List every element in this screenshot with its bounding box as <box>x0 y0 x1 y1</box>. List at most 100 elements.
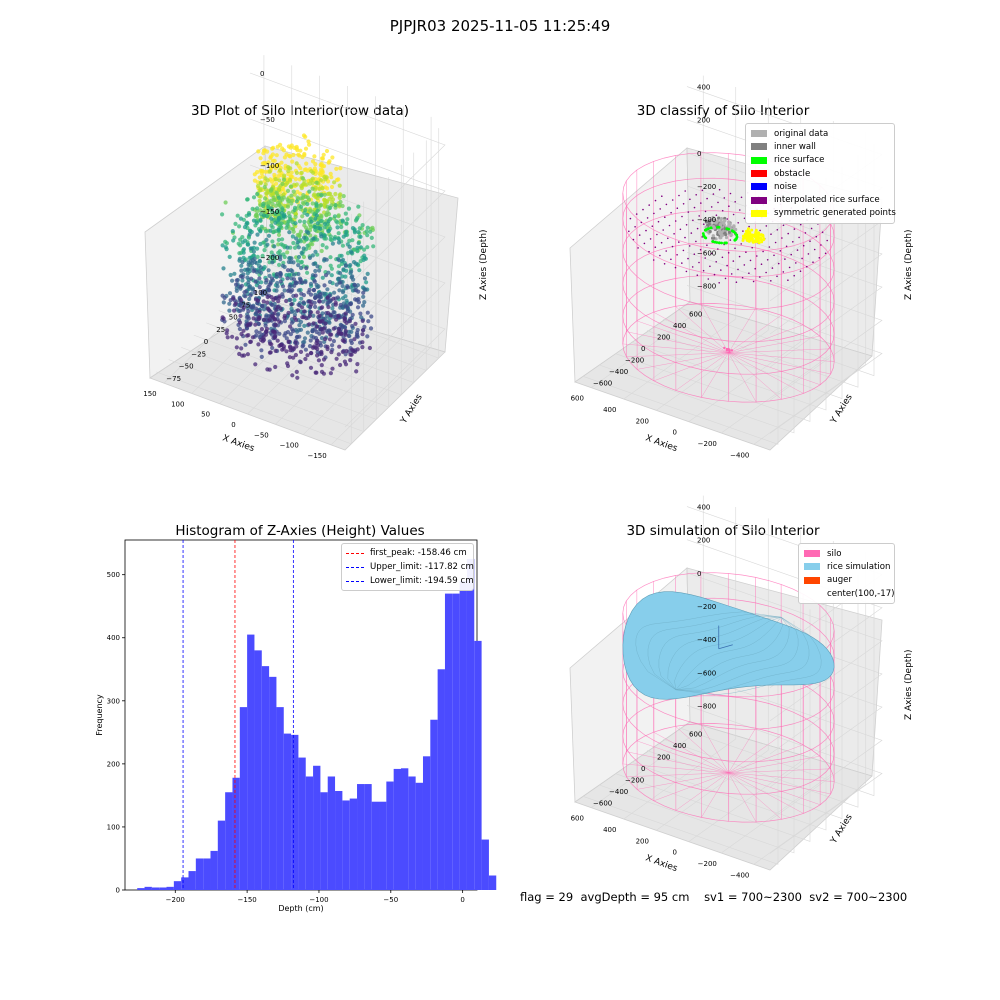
data-point <box>264 237 269 242</box>
interpolated-point <box>723 197 726 199</box>
interpolated-point <box>682 203 685 205</box>
data-point <box>275 208 281 213</box>
gridline <box>721 541 834 854</box>
histogram-bar <box>474 640 482 890</box>
interpolated-point <box>798 236 800 239</box>
interpolated-point <box>660 241 663 244</box>
data-point <box>304 266 309 271</box>
data-point <box>251 316 256 321</box>
data-point <box>273 220 278 225</box>
data-point <box>334 177 340 183</box>
rice-surface-point <box>717 225 721 229</box>
histogram-bar <box>239 707 248 890</box>
data-point <box>302 336 308 341</box>
data-point <box>337 183 342 188</box>
data-point <box>299 204 304 209</box>
interpolated-point <box>653 212 655 215</box>
data-point <box>294 199 299 204</box>
data-point <box>334 282 339 287</box>
data-point <box>280 284 286 289</box>
x-tick-label: 50 <box>201 411 210 419</box>
data-point <box>278 279 283 284</box>
legend-entry: Lower_limit: -194.59 cm <box>346 574 474 588</box>
original-point <box>712 225 716 229</box>
y-tick-label: 0 <box>641 345 645 353</box>
data-point <box>272 330 277 335</box>
data-point <box>271 253 276 258</box>
data-point <box>339 331 344 336</box>
histogram-bar <box>195 858 204 890</box>
gridline <box>275 96 376 425</box>
data-point <box>355 305 361 310</box>
data-point <box>334 356 339 361</box>
data-point <box>350 312 355 317</box>
original-point <box>720 233 724 237</box>
data-point <box>322 221 328 226</box>
data-point <box>264 278 269 283</box>
data-point <box>255 246 260 251</box>
legend-entry: symmetric generated points <box>751 207 896 220</box>
data-point <box>288 324 293 329</box>
data-point <box>245 197 250 202</box>
silo-floor-spoke <box>675 726 729 773</box>
data-point <box>239 268 244 273</box>
interpolated-point <box>787 232 789 235</box>
data-point <box>320 311 325 316</box>
data-point <box>243 294 248 299</box>
data-point <box>261 307 267 312</box>
y-tick-label: −400 <box>609 788 628 796</box>
data-point <box>324 245 329 250</box>
histogram-bar <box>225 792 233 890</box>
data-point <box>260 161 265 166</box>
data-point <box>270 158 275 163</box>
data-point <box>288 297 293 302</box>
interpolated-point <box>687 211 690 213</box>
interpolated-point <box>700 202 702 204</box>
interpolated-point <box>678 194 680 197</box>
data-point <box>335 225 340 230</box>
data-point <box>267 317 272 322</box>
interpolated-point <box>751 246 753 249</box>
data-point <box>350 238 355 243</box>
data-point <box>297 334 302 339</box>
data-point <box>336 214 341 219</box>
y-tick-label: −200 <box>625 776 644 784</box>
interpolated-point <box>698 261 700 264</box>
data-point <box>352 230 357 235</box>
data-point <box>282 319 287 324</box>
legend-entry: interpolated rice surface <box>751 193 889 206</box>
data-point <box>311 236 316 241</box>
data-point <box>310 201 315 206</box>
data-point <box>290 373 295 378</box>
data-point <box>285 188 291 193</box>
symmetric-point <box>750 233 754 237</box>
data-point <box>287 153 292 158</box>
interpolated-point <box>799 270 802 273</box>
data-point <box>289 302 294 307</box>
data-point <box>309 302 314 307</box>
data-point <box>291 227 296 232</box>
silo-floor-spoke <box>626 772 729 778</box>
data-point <box>295 189 300 194</box>
x-tick-label: 150 <box>143 390 156 398</box>
data-point <box>351 348 356 353</box>
data-point <box>227 291 233 296</box>
interpolated-point <box>632 238 635 241</box>
y-tick-label: 0 <box>116 887 120 895</box>
histogram-bar <box>269 676 277 890</box>
figure-title: PJPJR03 2025-11-05 11:25:49 <box>389 17 611 35</box>
data-point <box>305 201 310 207</box>
data-point <box>290 309 295 314</box>
data-point <box>317 313 322 318</box>
data-point <box>355 245 360 250</box>
x-tick-label: −200 <box>698 440 717 448</box>
y-tick-label: 400 <box>107 634 120 642</box>
silo-floor-spoke <box>700 723 729 773</box>
data-point <box>273 322 278 328</box>
legend-label: original data <box>774 128 829 139</box>
interpolated-point <box>793 274 795 277</box>
data-point <box>352 337 357 342</box>
data-point <box>231 238 236 243</box>
data-point <box>313 370 318 375</box>
histogram-bar <box>232 777 240 890</box>
